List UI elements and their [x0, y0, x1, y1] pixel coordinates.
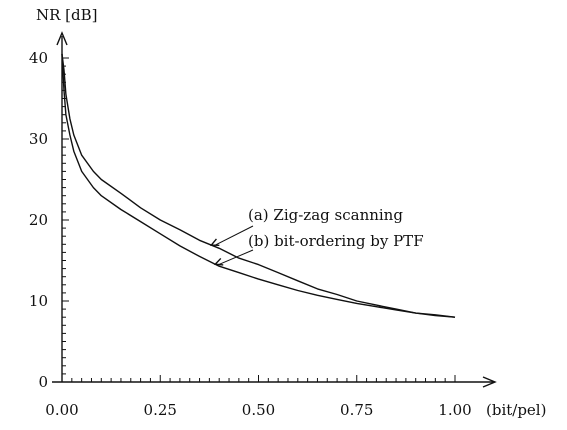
x-tick-label: 0.25	[144, 401, 177, 419]
y-tick-label: 40	[29, 49, 48, 67]
y-tick-label: 20	[29, 211, 48, 229]
y-axis-label: NR [dB]	[36, 6, 98, 24]
x-tick-label: 1.00	[438, 401, 471, 419]
x-tick-label: 0.50	[242, 401, 275, 419]
x-tick-label: 0.75	[340, 401, 373, 419]
y-tick-label: 0	[38, 373, 48, 391]
x-tick-label: 0.00	[45, 401, 78, 419]
annotation-zigzag: (a) Zig-zag scanning	[248, 206, 403, 224]
series-a-zigzag-line	[61, 53, 456, 318]
x-axis-label: (bit/pel)	[486, 401, 546, 419]
y-tick-label: 30	[29, 130, 48, 148]
annotation-arrow	[217, 249, 254, 266]
annotation-arrowhead	[209, 238, 220, 246]
y-axis-arrow	[56, 31, 68, 46]
annotation-arrow	[213, 225, 254, 247]
y-tick-label: 10	[29, 292, 48, 310]
series-b-ptf-line	[61, 53, 456, 318]
x-axis-arrow	[482, 376, 497, 388]
annotation-arrowhead	[213, 257, 224, 266]
annotation-ptf: (b) bit-ordering by PTF	[248, 232, 424, 250]
